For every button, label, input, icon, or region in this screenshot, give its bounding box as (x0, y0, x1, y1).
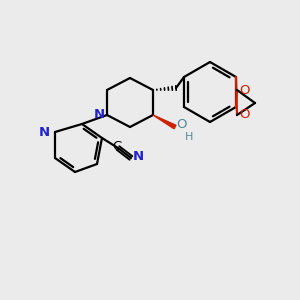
Text: O: O (176, 118, 187, 131)
Text: O: O (239, 109, 250, 122)
Text: N: N (133, 151, 144, 164)
Text: H: H (185, 132, 194, 142)
Text: O: O (239, 83, 250, 97)
Polygon shape (153, 115, 176, 129)
Text: N: N (94, 109, 105, 122)
Text: N: N (39, 125, 50, 139)
Text: C: C (112, 140, 122, 154)
